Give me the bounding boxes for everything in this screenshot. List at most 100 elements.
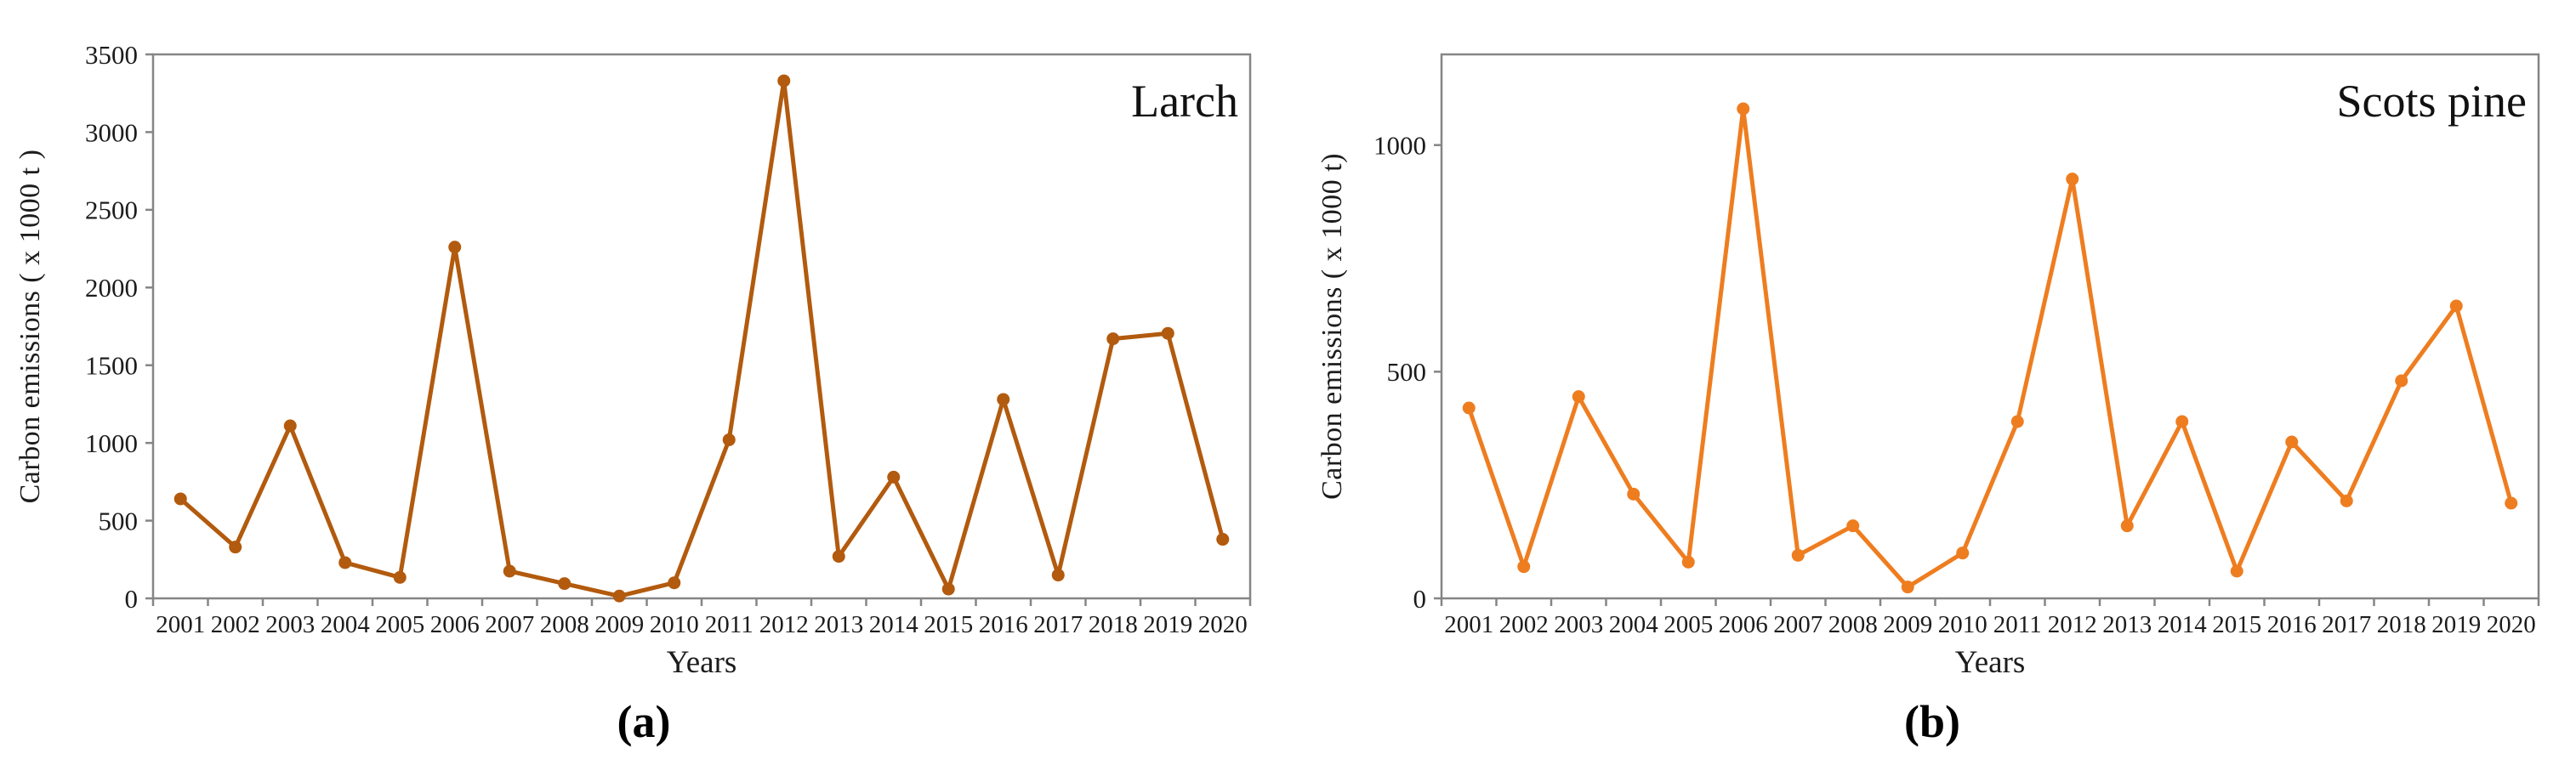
data-point: [1627, 487, 1641, 501]
data-point: [997, 393, 1010, 406]
data-point: [503, 564, 516, 578]
data-point: [2340, 494, 2353, 507]
y-tick-label: 500: [99, 506, 139, 535]
data-point: [1737, 102, 1750, 116]
scots-pine-y-axis-title: Carbon emissions ( x 1000 t): [1316, 153, 1348, 500]
data-point: [1956, 547, 1970, 560]
data-point: [393, 570, 407, 584]
x-tick-label: 2016: [2267, 611, 2317, 638]
x-tick-label: 2002: [1499, 611, 1549, 638]
x-tick-label: 2001: [156, 611, 205, 638]
x-tick-label: 2015: [2212, 611, 2261, 638]
x-tick-label: 2010: [1938, 611, 1987, 638]
larch-x-axis-title: Years: [666, 645, 737, 680]
x-tick-label: 2007: [1773, 611, 1823, 638]
x-tick-label: 2004: [1609, 611, 1659, 638]
x-tick-label: 2013: [2102, 611, 2152, 638]
x-tick-label: 2003: [265, 611, 315, 638]
x-tick-label: 2009: [1883, 611, 1932, 638]
data-point: [1572, 390, 1585, 404]
x-tick-label: 2019: [2431, 611, 2481, 638]
x-tick-label: 2016: [979, 611, 1028, 638]
x-tick-label: 2008: [1828, 611, 1878, 638]
x-tick-label: 2006: [1719, 611, 1768, 638]
data-point: [1051, 569, 1065, 582]
data-point: [2285, 435, 2299, 449]
data-point: [2395, 374, 2408, 388]
y-tick-label: 2500: [85, 195, 138, 225]
x-tick-label: 2017: [2322, 611, 2371, 638]
larch-series-title: Larch: [1131, 76, 1238, 127]
y-tick-label: 3000: [85, 117, 138, 147]
data-point: [2120, 519, 2134, 533]
x-tick-label: 2005: [1663, 611, 1713, 638]
chart-panel-scots-pine: 0 500 1000 2001 2002 2003 2004 2005 2006 2007 2008…: [1288, 0, 2576, 776]
x-tick-label: 2014: [869, 611, 919, 638]
data-point: [1216, 533, 1230, 547]
data-point: [338, 556, 352, 569]
subfigure-caption-b: (b): [1904, 696, 1960, 747]
x-tick-label: 2019: [1143, 611, 1192, 638]
x-tick-label: 2013: [814, 611, 863, 638]
data-point: [722, 433, 736, 446]
data-point: [887, 470, 901, 484]
data-point: [448, 241, 462, 254]
x-tick-label: 2018: [1089, 611, 1138, 638]
data-point: [2010, 415, 2024, 428]
x-tick-label: 2007: [485, 611, 534, 638]
scots-pine-series-title: Scots pine: [2336, 76, 2528, 127]
y-tick-label: 1000: [85, 428, 138, 458]
x-tick-label: 2009: [594, 611, 644, 638]
data-point: [283, 419, 297, 433]
larch-plot-area: 0 500 1000 1500 2000 2500 3000 3500 2001 2002 2003…: [85, 40, 1252, 638]
plot-border: [1440, 53, 2540, 600]
data-point: [1462, 401, 1476, 415]
y-tick-label: 0: [1413, 584, 1427, 614]
x-tick-label: 2010: [650, 611, 699, 638]
x-tick-label: 2012: [759, 611, 809, 638]
larch-y-axis-title: Carbon emissions ( x 1000 t ): [14, 149, 46, 504]
data-point: [2505, 496, 2518, 510]
scots-pine-plot-area: 0 500 1000 2001 2002 2003 2004 2005 2006 2007 2008…: [1373, 53, 2540, 638]
data-point: [832, 550, 845, 564]
x-tick-label: 2018: [2377, 611, 2426, 638]
x-tick-label: 2015: [924, 611, 973, 638]
data-point: [1681, 555, 1695, 569]
x-tick-label: 2011: [705, 611, 753, 638]
data-point: [2175, 415, 2189, 428]
x-tick-label: 2012: [2048, 611, 2097, 638]
data-point: [558, 577, 571, 591]
x-tick-label: 2002: [211, 611, 260, 638]
x-tick-label: 2017: [1033, 611, 1083, 638]
x-tick-label: 2014: [2158, 611, 2208, 638]
y-tick-label: 1000: [1373, 131, 1426, 161]
x-tick-label: 2004: [321, 611, 371, 638]
data-point: [612, 589, 626, 603]
y-tick-label: 3500: [85, 40, 138, 70]
data-point: [941, 582, 955, 596]
data-point: [2066, 173, 2079, 186]
data-point: [1791, 548, 1805, 562]
data-point: [1161, 326, 1174, 340]
data-point: [173, 492, 187, 506]
x-tick-label: 2008: [540, 611, 589, 638]
data-point: [2449, 299, 2463, 313]
y-tick-label: 1500: [85, 351, 138, 381]
y-tick-label: 500: [1387, 357, 1427, 387]
series-line: [178, 78, 1225, 598]
x-tick-label: 2011: [1993, 611, 2042, 638]
data-point: [668, 576, 681, 590]
data-point: [2230, 564, 2243, 578]
data-point: [229, 541, 242, 554]
data-point: [777, 74, 791, 88]
y-tick-label: 0: [125, 584, 139, 614]
data-point: [1901, 581, 1914, 594]
chart-panel-larch: 0 500 1000 1500 2000 2500 3000 3500 2001 2002 2003…: [14, 40, 1252, 747]
series-line: [1466, 106, 2514, 590]
data-point: [1846, 519, 1860, 533]
x-tick-label: 2006: [430, 611, 480, 638]
y-tick-label: 2000: [85, 273, 138, 303]
scots-pine-x-axis-title: Years: [1954, 645, 2026, 680]
x-tick-label: 2003: [1554, 611, 1603, 638]
